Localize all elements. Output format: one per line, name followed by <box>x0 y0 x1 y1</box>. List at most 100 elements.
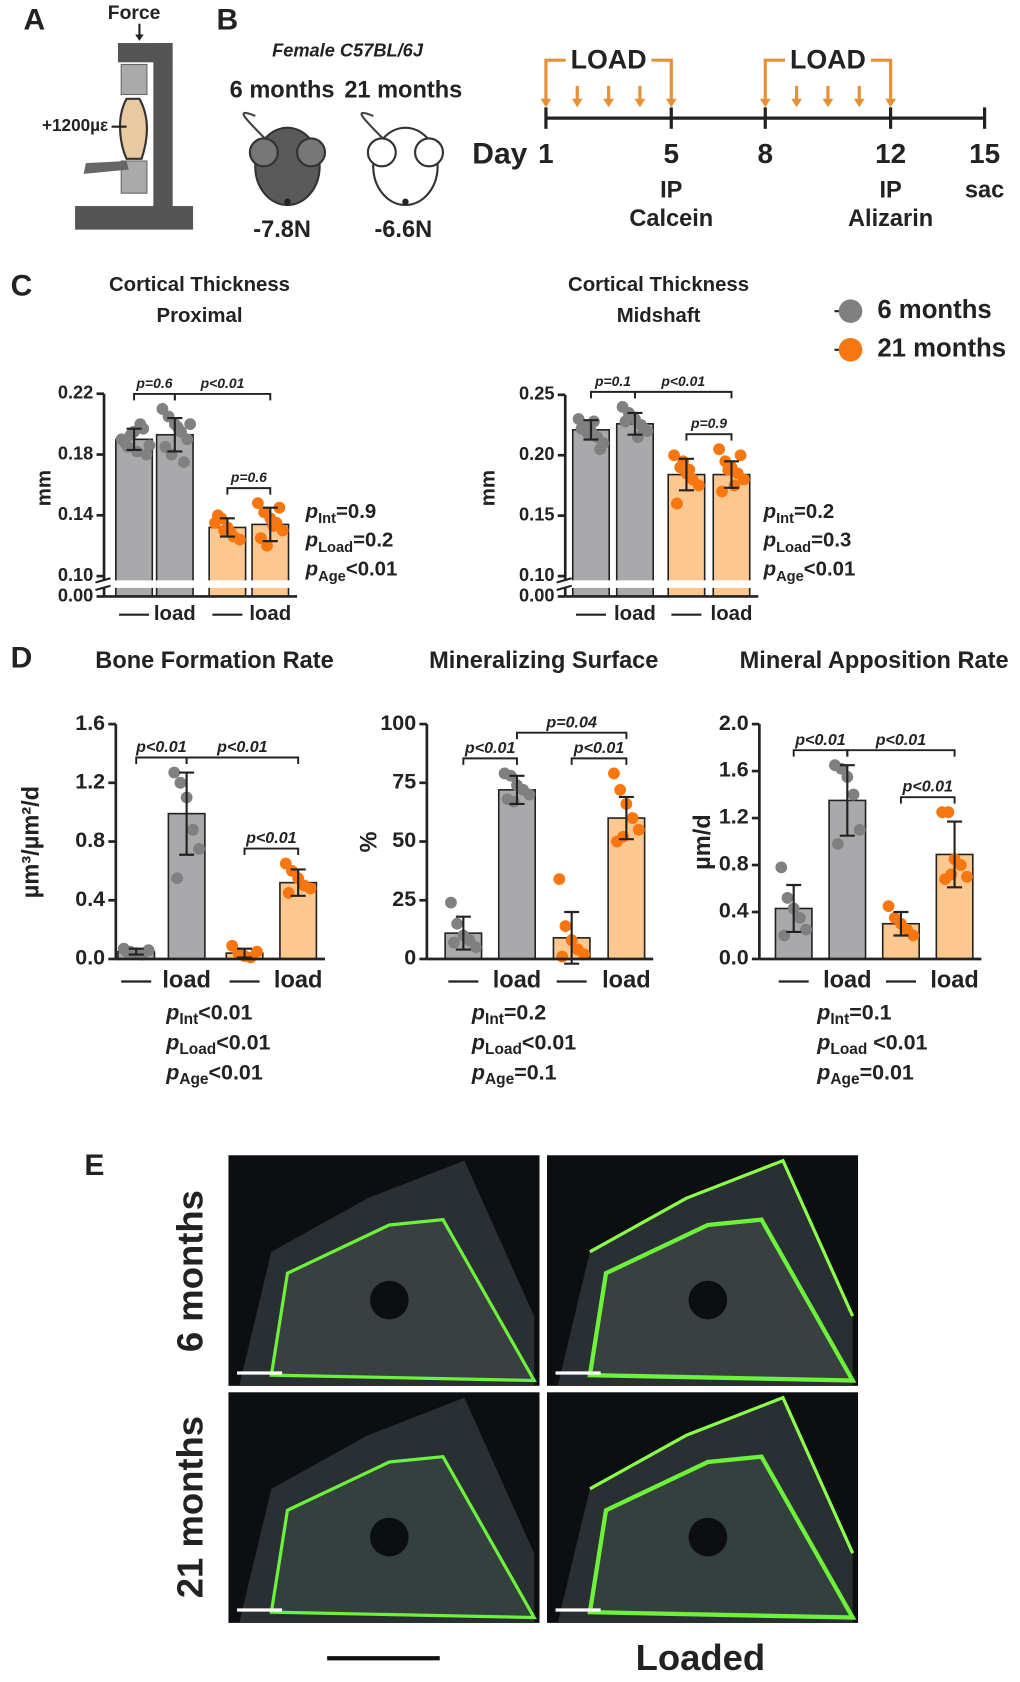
error-bar <box>179 771 195 856</box>
periosteal-label <box>589 1158 855 1317</box>
legend-marker <box>838 337 863 362</box>
error-bar <box>893 910 909 937</box>
error-bar <box>128 947 144 956</box>
p-value: p=0.6 <box>135 375 172 391</box>
stat-sub: Age <box>830 1071 860 1088</box>
stat-p: p <box>165 1030 179 1054</box>
error-bar <box>290 868 306 897</box>
significance-bracket <box>462 757 518 765</box>
data-point <box>775 861 788 874</box>
y-tick-label: 100 <box>380 711 416 735</box>
stat-value: <0.01 <box>867 1030 927 1054</box>
p-value: p<0.01 <box>464 739 516 757</box>
row-label: 21 months <box>170 1416 211 1598</box>
y-axis-label: mm <box>477 470 499 506</box>
stat-sub: Age <box>179 1071 209 1088</box>
data-point <box>181 433 194 446</box>
event-label: IP <box>879 176 901 202</box>
data-point <box>276 524 289 537</box>
mouse-icon <box>242 111 327 207</box>
stat-value: <0.01 <box>209 1060 263 1084</box>
p-value: p<0.01 <box>135 738 187 756</box>
bar <box>667 473 706 598</box>
data-point <box>831 837 844 850</box>
data-point <box>143 439 156 452</box>
error-bar <box>627 411 643 436</box>
event-label: Alizarin <box>848 205 933 231</box>
stat-p: p <box>816 1060 830 1084</box>
y-tick-label: 0.18 <box>58 442 93 463</box>
x-tick-label: load <box>493 967 541 993</box>
data-point <box>847 788 860 801</box>
data-point <box>142 944 155 957</box>
force-label: Force <box>108 3 161 24</box>
group-load: -6.6N <box>374 216 432 242</box>
data-point <box>638 422 650 435</box>
error-bar <box>167 416 183 453</box>
stat-sub: Int <box>179 1011 198 1028</box>
stat-p: p <box>471 1030 485 1054</box>
arrow-head <box>791 98 802 108</box>
data-point <box>668 449 680 462</box>
data-point <box>793 911 806 924</box>
stat-p: p <box>165 1060 179 1084</box>
stat-p: p <box>763 559 776 581</box>
data-point <box>578 948 590 961</box>
panel-label: A <box>23 4 45 37</box>
stat-line: pLoad=0.3 <box>763 530 852 556</box>
significance-bracket <box>570 757 628 765</box>
data-point <box>942 806 955 819</box>
p-value: p<0.01 <box>200 375 245 391</box>
stat-p: p <box>305 530 318 552</box>
stat-line: pInt=0.2 <box>471 1000 546 1028</box>
p-value: p<0.01 <box>875 731 927 749</box>
mouse-ear <box>296 137 327 168</box>
legend-label: 21 months <box>877 335 1006 363</box>
significance-bracket <box>243 847 300 855</box>
data-point <box>184 418 197 431</box>
column-label: Loaded <box>636 1637 766 1678</box>
arrow-head <box>665 98 677 108</box>
data-point <box>671 497 683 510</box>
y-tick-label: 1.6 <box>75 711 105 735</box>
data-point <box>556 950 569 963</box>
arrow-head <box>540 98 552 108</box>
mouse-icon <box>360 111 445 207</box>
data-point <box>282 887 295 899</box>
event-label: IP <box>660 176 682 202</box>
data-point <box>626 812 639 824</box>
stat-value: <0.01 <box>346 559 398 581</box>
load-label: LOAD <box>790 44 866 74</box>
y-tick-label: 0.00 <box>58 584 93 605</box>
y-tick-label: 2.0 <box>719 711 749 735</box>
data-point <box>907 929 920 942</box>
chart-title: Mineral Apposition Rate <box>740 647 1009 673</box>
data-point <box>251 945 263 958</box>
stat-p: p <box>471 1060 485 1084</box>
data-point <box>137 422 150 435</box>
data-point <box>212 509 224 522</box>
day-label: 1 <box>538 138 554 169</box>
p-value: p=0.04 <box>545 713 597 731</box>
x-tick-label: load <box>930 967 978 993</box>
data-point <box>737 473 750 486</box>
y-tick-label: 0.14 <box>58 503 94 524</box>
event-label: sac <box>965 176 1004 202</box>
y-tick-label: 0.15 <box>519 503 554 524</box>
periosteal-label <box>589 1395 855 1554</box>
y-tick-label: 0.8 <box>75 828 105 852</box>
panel-label: B <box>217 4 239 37</box>
bar <box>571 429 611 598</box>
y-axis-label: µm³/µm²/d <box>17 786 43 898</box>
significance-bracket <box>516 731 628 740</box>
data-point <box>168 766 181 779</box>
marrow-cavity <box>370 1517 409 1557</box>
y-axis-label: µm/d <box>689 814 715 870</box>
error-bar <box>947 820 963 889</box>
stat-line: pLoad<0.01 <box>165 1030 270 1058</box>
y-tick-label: 1.2 <box>719 805 749 829</box>
stat-line: pAge<0.01 <box>305 559 398 585</box>
marrow-cavity <box>688 1517 728 1557</box>
arrow-head <box>822 98 834 108</box>
